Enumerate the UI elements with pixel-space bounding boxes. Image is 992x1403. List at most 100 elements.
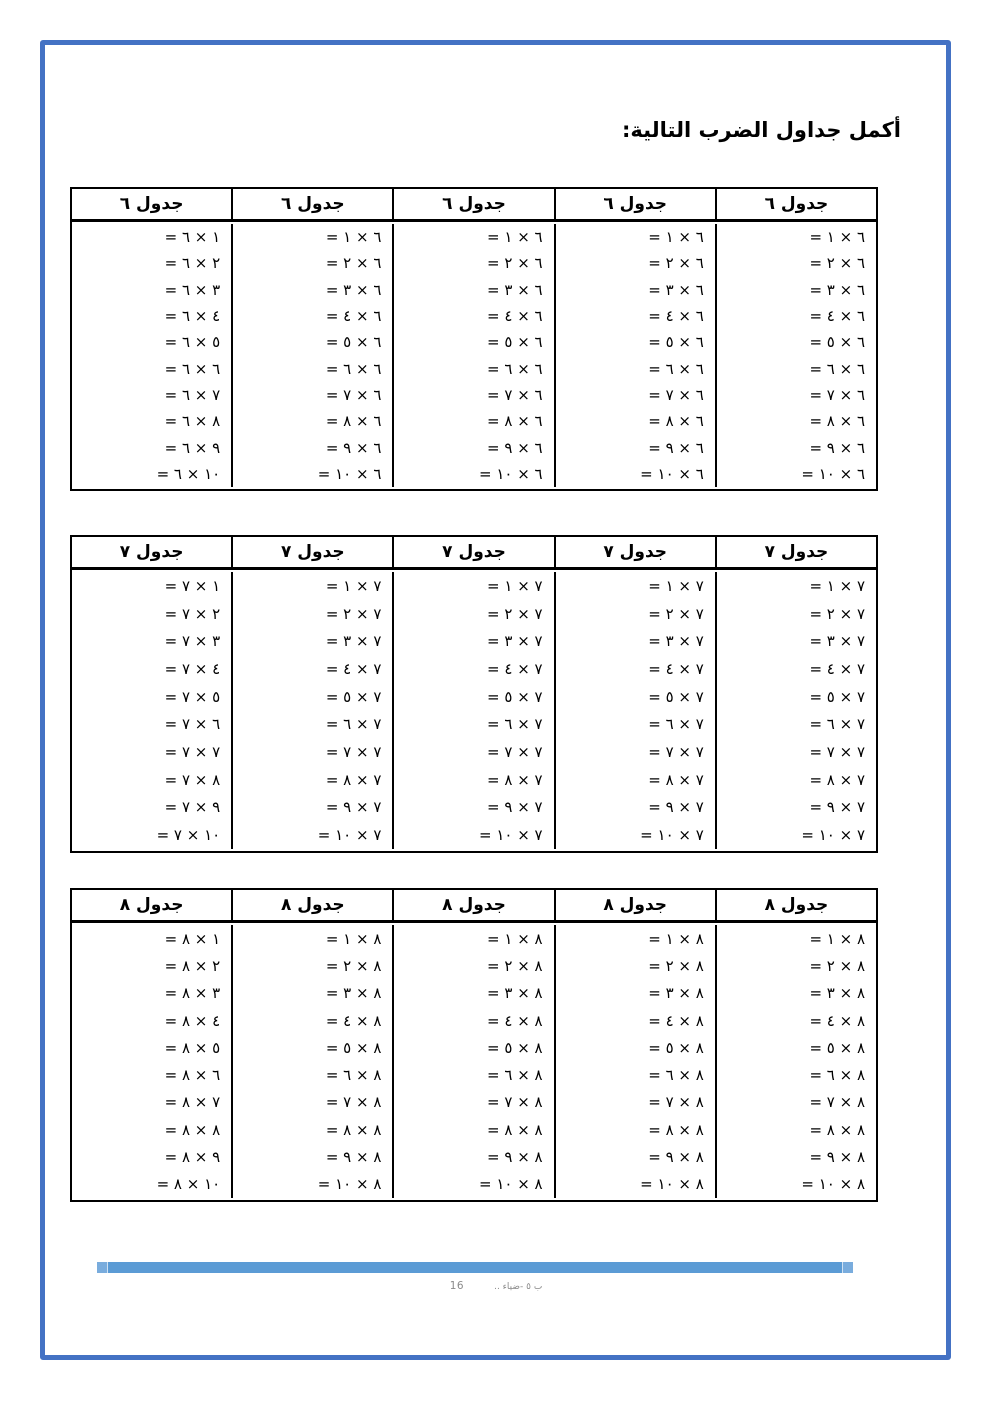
equation-cell: ٦ × ٦ = <box>233 355 395 382</box>
equation-text: ٦ × ١٠ = <box>801 464 866 483</box>
equation-text: ٦ × ٤ = <box>325 307 382 326</box>
equation-text: ٤ × ٧ = <box>164 659 221 678</box>
table-header-cell: جدول ٦ <box>233 189 395 219</box>
equation-cell: ٦ × ٨ = <box>717 408 876 434</box>
equation-cell: ٤ × ٧ = <box>72 655 234 683</box>
table-row: ٥ × ٨ = ٨ × ٥ = ٨ × ٥ = ٨ × ٥ = ٨ × ٥ = <box>72 1034 876 1062</box>
equation-text: ٨ × ٧ = <box>809 1093 866 1112</box>
equation-text: ٨ × ٥ = <box>809 1038 866 1057</box>
equation-cell: ٧ × ١ = <box>233 572 395 600</box>
equation-cell: ٦ × ٢ = <box>717 250 876 276</box>
equation-cell: ٦ × ٧ = <box>717 382 876 408</box>
equation-cell: ٧ × ٦ = <box>233 710 395 739</box>
equation-cell: ٧ × ١ = <box>717 572 876 600</box>
equation-text: ٦ × ٨ = <box>487 412 543 431</box>
equation-text: ٧ × ٨ = <box>487 770 543 789</box>
equation-text: ٨ × ٥ = <box>487 1038 543 1057</box>
equation-cell: ٨ × ٥ = <box>394 1034 556 1062</box>
table-header-cell: جدول ٧ <box>394 537 556 567</box>
table-header-cell: جدول ٨ <box>233 890 395 920</box>
equation-cell: ٧ × ٦ = <box>556 710 717 739</box>
equation-text: ٨ × ٩ = <box>648 1148 704 1167</box>
equation-text: ٦ × ٩ = <box>809 438 866 457</box>
equation-text: ٧ × ٩ = <box>325 798 382 817</box>
equation-cell: ٧ × ٥ = <box>556 682 717 711</box>
equation-cell: ٩ × ٧ = <box>72 793 234 822</box>
equation-cell: ٦ × ١ = <box>717 224 876 250</box>
equation-text: ٨ × ٨ = <box>809 1120 866 1139</box>
equation-text: ٦ × ٥ = <box>325 333 382 352</box>
equation-cell: ٨ × ٧ = <box>233 1088 395 1117</box>
equation-text: ٨ × ١٠ = <box>640 1175 704 1194</box>
equation-cell: ٧ × ٨ = <box>394 765 556 794</box>
equation-cell: ٦ × ١ = <box>394 224 556 251</box>
equation-text: ١ × ٧ = <box>164 576 221 595</box>
equation-cell: ٦ × ٨ = <box>233 408 395 435</box>
table-header-cell: جدول ٧ <box>556 537 717 567</box>
equation-cell: ٨ × ٨ = <box>717 1116 876 1143</box>
equation-cell: ٦ × ٤ = <box>717 303 876 329</box>
equation-text: ٦ × ٦ = <box>809 359 866 378</box>
equation-text: ٧ × ٤ = <box>487 659 543 678</box>
equation-text: ٨ × ١٠ = <box>478 1175 543 1194</box>
table-header-cell: جدول ٦ <box>72 189 234 219</box>
equation-text: ٦ × ٣ = <box>487 280 543 299</box>
table-row: ١٠ × ٨ = ٨ × ١٠ = ٨ × ١٠ = ٨ × ١٠ = ٨ × ١٠ = <box>72 1170 876 1198</box>
equation-cell: ٦ × ٩ = <box>556 434 717 461</box>
equation-text: ٧ × ٢ = <box>648 604 704 623</box>
equation-cell: ٨ × ٤ = <box>233 1006 395 1035</box>
equation-text: ٦ × ٣ = <box>325 280 382 299</box>
equation-text: ٦ × ٥ = <box>487 333 543 352</box>
equation-text: ٧ × ٢ = <box>325 604 382 623</box>
equation-cell: ٦ × ١ = <box>233 224 395 251</box>
equation-cell: ٩ × ٦ = <box>72 434 234 461</box>
equation-cell: ٧ × ٨ = <box>72 1088 234 1117</box>
equation-text: ٦ × ٧ = <box>164 715 221 734</box>
equation-text: ٧ × ٩ = <box>487 798 543 817</box>
equation-text: ٦ × ١٠ = <box>640 464 704 483</box>
equation-cell: ٣ × ٧ = <box>72 627 234 656</box>
equation-cell: ٧ × ٤ = <box>233 655 395 683</box>
page-border <box>40 40 951 1360</box>
equation-text: ٦ × ٩ = <box>648 438 704 457</box>
equation-text: ٨ × ٣ = <box>325 984 382 1003</box>
equation-text: ٨ × ٩ = <box>487 1148 543 1167</box>
equation-cell: ٦ × ٢ = <box>394 250 556 277</box>
table-header-cell: جدول ٨ <box>764 895 829 915</box>
equation-cell: ٧ × ٥ = <box>233 682 395 711</box>
equation-text: ٨ × ٣ = <box>809 984 866 1003</box>
equation-text: ١٠ × ٨ = <box>156 1175 221 1194</box>
equation-text: ٥ × ٨ = <box>164 1038 221 1057</box>
equation-text: ٦ × ٨ = <box>325 412 382 431</box>
equation-cell: ٧ × ٧ = <box>233 738 395 766</box>
equation-cell: ٨ × ١٠ = <box>233 1170 395 1198</box>
table-row: ٤ × ٦ = ٦ × ٤ = ٦ × ٤ = ٦ × ٤ = ٦ × ٤ = <box>72 302 876 330</box>
equation-text: ٨ × ٩ = <box>809 1148 866 1167</box>
equation-text: ٨ × ٣ = <box>648 984 704 1003</box>
table-body: ١ × ٨ = ٨ × ١ = ٨ × ١ = ٨ × ١ = ٨ × ١ = ٢ × ٨… <box>72 923 876 1200</box>
equation-cell: ١٠ × ٧ = <box>72 821 234 850</box>
equation-text: ٨ × ٤ = <box>487 1011 543 1030</box>
equation-cell: ٨ × ٣ = <box>394 979 556 1007</box>
table-row: ١ × ٦ = ٦ × ١ = ٦ × ١ = ٦ × ١ = ٦ × ١ = <box>72 224 876 251</box>
equation-text: ٥ × ٧ = <box>164 687 221 706</box>
equation-cell: ٦ × ١٠ = <box>394 460 556 487</box>
table-header-cell: جدول ٧ <box>72 537 234 567</box>
equation-cell: ٨ × ٤ = <box>717 1007 876 1034</box>
equation-cell: ٧ × ٣ = <box>717 627 876 655</box>
equation-cell: ٦ × ٩ = <box>717 434 876 460</box>
table-row: ٤ × ٧ = ٧ × ٤ = ٧ × ٤ = ٧ × ٤ = ٧ × ٤ = <box>72 655 876 683</box>
table-row: ٢ × ٦ = ٦ × ٢ = ٦ × ٢ = ٦ × ٢ = ٦ × ٢ = <box>72 250 876 277</box>
equation-cell: ٧ × ٩ = <box>717 794 876 822</box>
equation-cell: ٥ × ٨ = <box>72 1034 234 1062</box>
equation-text: ٩ × ٧ = <box>164 798 221 817</box>
equation-cell: ٦ × ١٠ = <box>717 461 876 487</box>
equation-text: ٨ × ٧ = <box>648 1093 704 1112</box>
equation-text: ٧ × ٤ = <box>809 659 866 678</box>
table-row: ٥ × ٦ = ٦ × ٥ = ٦ × ٥ = ٦ × ٥ = ٦ × ٥ = <box>72 329 876 356</box>
table-body: ١ × ٧ = ٧ × ١ = ٧ × ١ = ٧ × ١ = ٧ × ١ = ٢ × ٧… <box>72 570 876 851</box>
equation-text: ٦ × ٧ = <box>325 385 382 404</box>
table-header-cell: جدول ٦ <box>764 194 829 214</box>
equation-cell: ٢ × ٨ = <box>72 952 234 980</box>
equation-cell: ٧ × ٧ = <box>556 738 717 766</box>
